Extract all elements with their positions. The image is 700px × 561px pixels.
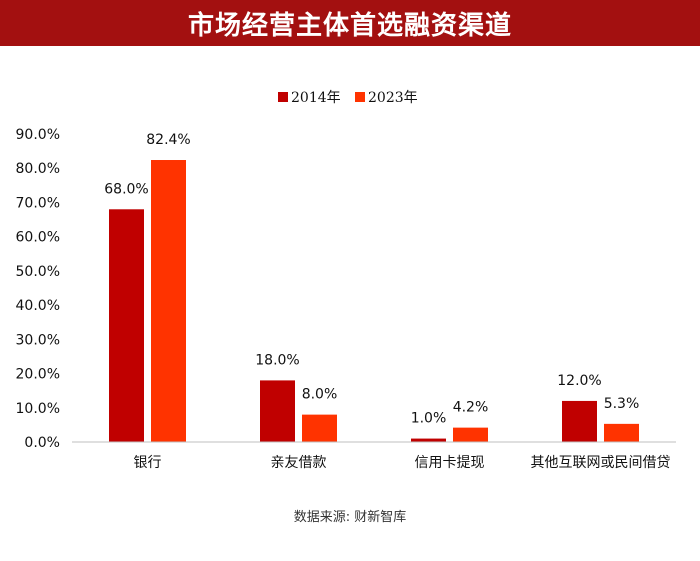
bar-2023 xyxy=(453,427,488,442)
y-tick-label: 40.0% xyxy=(16,298,60,314)
y-tick-label: 70.0% xyxy=(16,195,60,211)
bars: 68.0% 82.4% 18.0% 8.0% 1.0% 4.2% 12.0%5.3% xyxy=(104,132,639,442)
x-category-label: 其他互联网或民间借贷 xyxy=(531,455,671,471)
data-label: 12.0% xyxy=(557,373,601,389)
bar-2023 xyxy=(604,423,639,442)
legend-label: 2023年 xyxy=(368,90,418,106)
bar-2014 xyxy=(411,438,446,442)
y-axis: 0.0% 10.0% 20.0% 30.0% 40.0% 50.0% 60.0% 70.0% 8… xyxy=(16,127,60,451)
bar-2014 xyxy=(260,380,295,442)
chart-title: 市场经营主体首选融资渠道 xyxy=(187,10,512,41)
title-banner: 市场经营主体首选融资渠道 xyxy=(0,0,700,46)
data-label: 1.0% xyxy=(411,411,447,427)
data-label: 4.2% xyxy=(453,400,489,416)
x-axis: 银行 亲友借款 信用卡提现 其他互联网或民间借贷 xyxy=(72,441,676,471)
bar-chart: 2014年 2023年 0.0% 10.0% 20.0% 30.0% 40.0% 50.0%… xyxy=(16,90,676,471)
legend: 2014年 2023年 xyxy=(278,90,418,106)
bar-2023 xyxy=(151,160,186,442)
x-category-label: 亲友借款 xyxy=(271,455,327,471)
data-label: 18.0% xyxy=(255,352,299,368)
data-label: 68.0% xyxy=(104,181,148,197)
bar-2014 xyxy=(562,400,597,442)
bar-2014 xyxy=(109,209,144,442)
x-category-label: 信用卡提现 xyxy=(415,455,485,471)
data-label: 8.0% xyxy=(302,387,338,403)
data-label: 82.4% xyxy=(146,132,190,148)
y-tick-label: 30.0% xyxy=(16,332,60,348)
y-tick-label: 0.0% xyxy=(24,435,60,451)
x-category-label: 银行 xyxy=(134,455,162,471)
y-tick-label: 10.0% xyxy=(16,401,60,417)
y-tick-label: 80.0% xyxy=(16,161,60,177)
data-label: 5.3% xyxy=(604,396,640,412)
y-tick-label: 90.0% xyxy=(16,127,60,143)
y-tick-label: 50.0% xyxy=(16,264,60,280)
legend-swatch xyxy=(278,92,288,102)
bar-2023 xyxy=(302,414,337,442)
legend-label: 2014年 xyxy=(291,90,341,106)
data-source: 数据来源: 财新智库 xyxy=(293,510,407,525)
y-tick-label: 60.0% xyxy=(16,230,60,246)
y-tick-label: 20.0% xyxy=(16,367,60,383)
legend-swatch xyxy=(355,92,365,102)
